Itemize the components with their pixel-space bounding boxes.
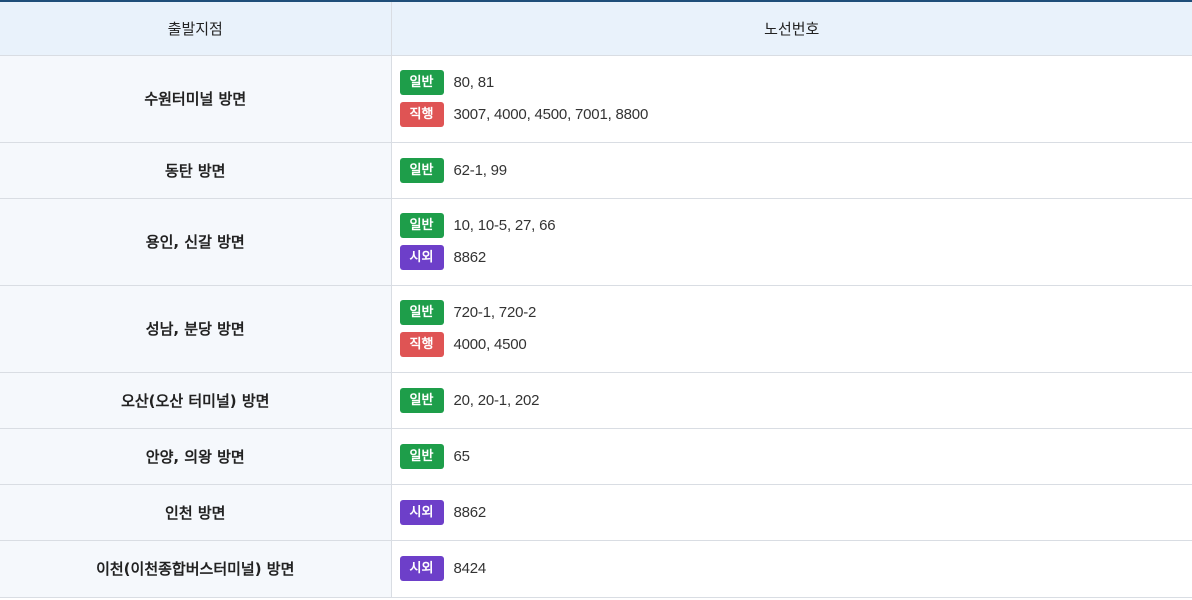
route-type-badge-intercity: 시외 [399,499,444,525]
table-row: 성남, 분당 방면 일반 720-1, 720-2 직행 4000, 4500 [0,285,1192,373]
route-numbers: 65 [453,447,471,465]
route-line: 일반 65 [399,443,1192,469]
route-numbers: 720-1, 720-2 [453,304,537,321]
route-type-badge-express: 직행 [399,332,444,357]
origin-cell: 오산(오산 터미널) 방면 [0,372,392,429]
route-numbers: 8862 [453,249,487,266]
route-numbers: 4000, 4500 [453,336,527,353]
route-type-badge-intercity: 시외 [399,245,444,270]
origin-cell: 이천(이천종합버스터미널) 방면 [0,540,392,598]
route-line: 일반 62-1, 99 [399,157,1192,183]
table-row: 수원터미널 방면 일반 80, 81 직행 3007, 4000, 4500, … [0,55,1192,143]
route-type-badge-express: 직행 [399,102,444,127]
origin-cell: 인천 방면 [0,484,392,541]
route-line: 직행 3007, 4000, 4500, 7001, 8800 [399,102,1192,127]
route-line: 시외 8424 [399,556,1192,581]
table-row: 안양, 의왕 방면 일반 65 [0,428,1192,485]
route-line: 직행 4000, 4500 [399,332,1192,357]
routes-cell: 일반 62-1, 99 [391,142,1192,199]
origin-cell: 용인, 신갈 방면 [0,198,392,286]
routes-cell: 일반 65 [391,428,1192,485]
table-header-row: 출발지점 노선번호 [0,1,1192,56]
origin-cell: 동탄 방면 [0,142,392,199]
route-line: 시외 8862 [399,245,1192,270]
routes-cell: 일반 720-1, 720-2 직행 4000, 4500 [391,285,1192,373]
column-header-origin: 출발지점 [0,1,391,56]
routes-cell: 일반 20, 20-1, 202 [391,372,1192,429]
route-numbers: 10, 10-5, 27, 66 [453,217,556,234]
route-numbers: 8862 [453,503,487,521]
route-numbers: 20, 20-1, 202 [453,391,540,409]
route-line: 시외 8862 [399,499,1192,525]
route-numbers: 3007, 4000, 4500, 7001, 8800 [453,106,649,123]
table-row: 오산(오산 터미널) 방면 일반 20, 20-1, 202 [0,372,1192,429]
route-line: 일반 20, 20-1, 202 [399,387,1192,413]
table-row: 이천(이천종합버스터미널) 방면 시외 8424 [0,540,1192,598]
route-type-badge-intercity: 시외 [399,556,444,581]
routes-cell: 일반 80, 81 직행 3007, 4000, 4500, 7001, 880… [391,55,1192,143]
route-numbers: 8424 [453,560,487,577]
routes-cell: 시외 8862 [391,484,1192,541]
routes-cell: 일반 10, 10-5, 27, 66 시외 8862 [391,198,1192,286]
origin-cell: 수원터미널 방면 [0,55,392,143]
route-line: 일반 720-1, 720-2 [399,300,1192,325]
route-type-badge-general: 일반 [399,300,444,325]
origin-cell: 안양, 의왕 방면 [0,428,392,485]
route-type-badge-general: 일반 [399,70,444,95]
route-type-badge-general: 일반 [399,387,444,413]
table-row: 동탄 방면 일반 62-1, 99 [0,142,1192,199]
origin-cell: 성남, 분당 방면 [0,285,392,373]
route-line: 일반 80, 81 [399,70,1192,95]
column-header-routes: 노선번호 [390,1,1192,56]
route-numbers: 62-1, 99 [453,161,508,179]
route-type-badge-general: 일반 [399,443,444,469]
route-type-badge-general: 일반 [399,213,444,238]
route-numbers: 80, 81 [453,74,495,91]
routes-cell: 시외 8424 [391,540,1192,598]
route-line: 일반 10, 10-5, 27, 66 [399,213,1192,238]
table-row: 인천 방면 시외 8862 [0,484,1192,541]
route-type-badge-general: 일반 [399,157,444,183]
table-row: 용인, 신갈 방면 일반 10, 10-5, 27, 66 시외 8862 [0,198,1192,286]
